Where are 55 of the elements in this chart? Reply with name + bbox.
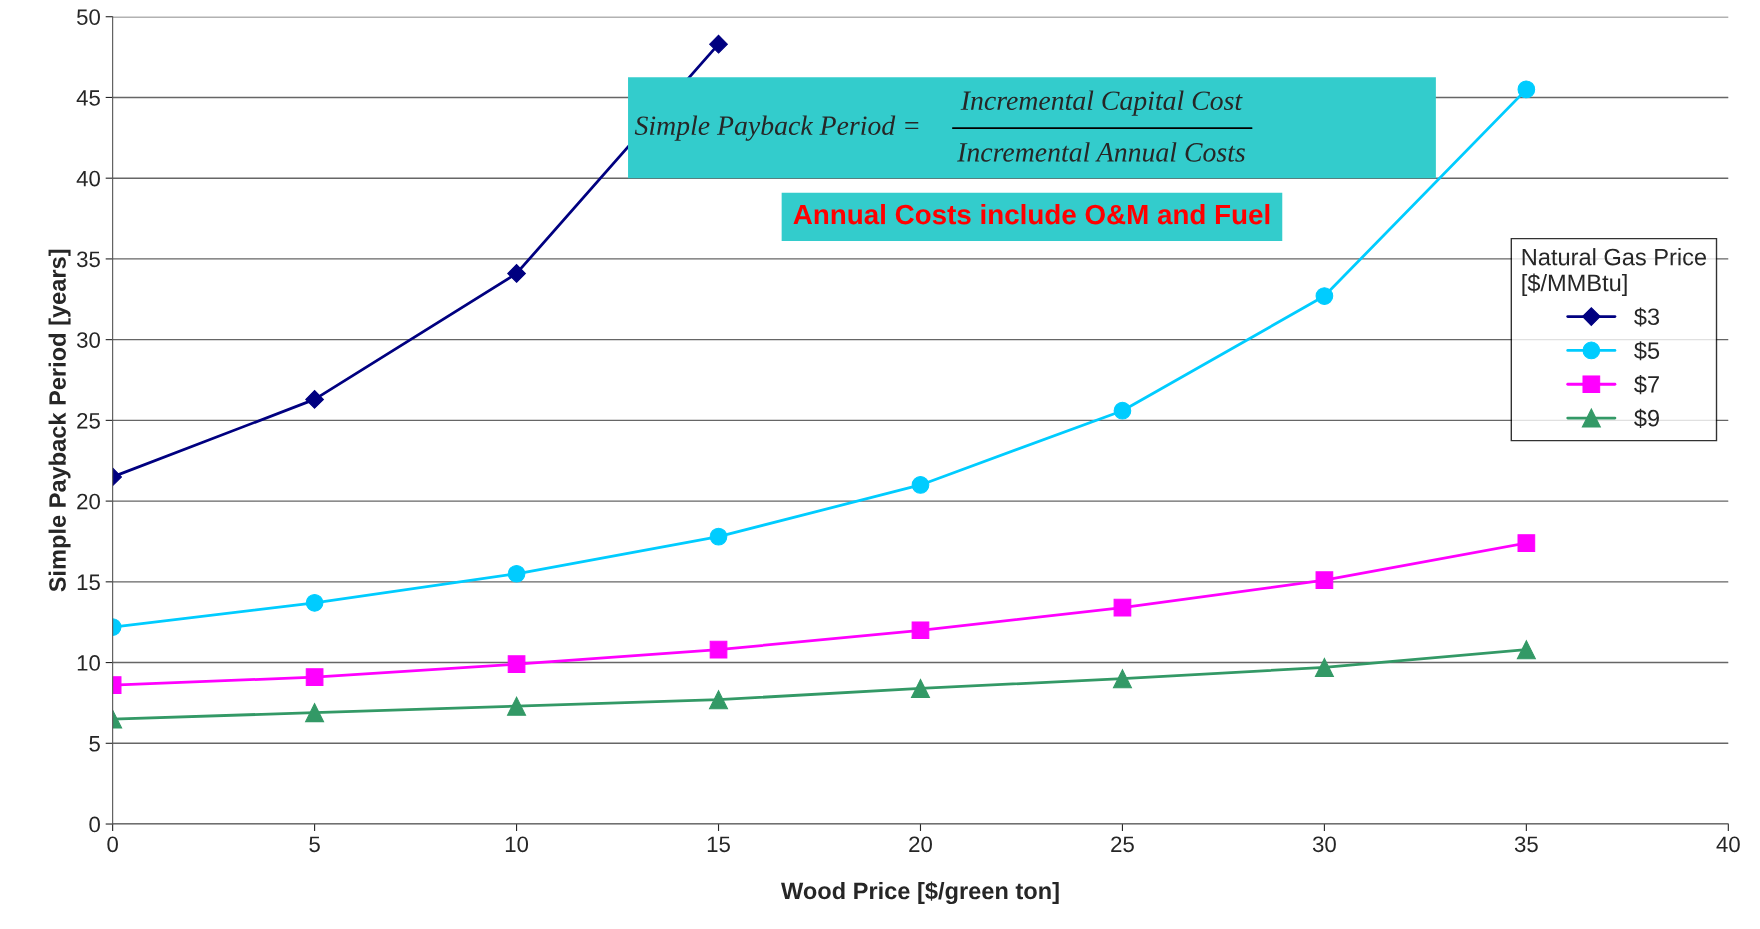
- annotation: Simple Payback Period =: [634, 115, 919, 141]
- y-tick-label: 45: [76, 90, 100, 106]
- point: [709, 640, 728, 659]
- point: [1113, 401, 1132, 420]
- x-tick-label: 10: [505, 836, 529, 853]
- legend-label: $3: [1634, 307, 1660, 327]
- y-tick-label: 50: [77, 9, 100, 25]
- point: [1517, 534, 1536, 552]
- point: [305, 668, 324, 686]
- y-tick-label: 15: [77, 574, 100, 591]
- legend-title: Natural Gas Price [$/MMBtu]: [1522, 248, 1707, 296]
- point: [507, 564, 526, 583]
- point: [507, 264, 526, 283]
- point: [1517, 80, 1536, 99]
- point: [1315, 287, 1334, 305]
- point: [1516, 640, 1536, 660]
- y-tick-label: 20: [77, 493, 100, 510]
- x-tick-label: 40: [1716, 836, 1740, 853]
- y-tick-label: 25: [77, 412, 100, 429]
- annotation: Annual Costs include O&M and Fuel: [793, 203, 1270, 225]
- point: [1113, 598, 1132, 617]
- y-tick-label: 10: [77, 655, 100, 671]
- point: [1314, 657, 1334, 677]
- point: [709, 34, 728, 54]
- point: [305, 593, 324, 612]
- x-tick-label: 35: [1514, 836, 1538, 853]
- x-axis-title: Wood Price [$/green ton]: [781, 881, 1059, 905]
- point: [1112, 669, 1132, 689]
- point: [708, 690, 729, 710]
- x-tick-label: 5: [309, 836, 320, 853]
- y-axis-title: Simple Payback Period [years]: [48, 249, 71, 592]
- point: [911, 621, 930, 640]
- point: [910, 678, 931, 698]
- point: [305, 703, 325, 723]
- y-tick-label: 35: [76, 251, 100, 268]
- y-tick-label: 5: [89, 736, 100, 752]
- point: [507, 696, 527, 716]
- point: [1315, 571, 1334, 590]
- legend-label: $7: [1634, 375, 1659, 395]
- y-tick-label: 40: [76, 170, 100, 187]
- x-tick-label: 0: [107, 836, 118, 853]
- legend-label: $9: [1634, 408, 1659, 428]
- x-tick-label: 15: [707, 836, 730, 853]
- x-tick-label: 25: [1111, 836, 1134, 853]
- x-tick-label: 20: [909, 836, 932, 853]
- y-tick-label: 0: [89, 816, 100, 833]
- point: [305, 390, 324, 409]
- legend-label: $5: [1634, 341, 1660, 361]
- annotation: Incremental Capital Cost: [960, 90, 1243, 116]
- y-tick-label: 30: [76, 332, 100, 348]
- point: [911, 476, 930, 494]
- point: [507, 655, 526, 674]
- x-tick-label: 30: [1312, 836, 1336, 853]
- annotation: Incremental Annual Costs: [957, 142, 1245, 162]
- point: [709, 527, 728, 546]
